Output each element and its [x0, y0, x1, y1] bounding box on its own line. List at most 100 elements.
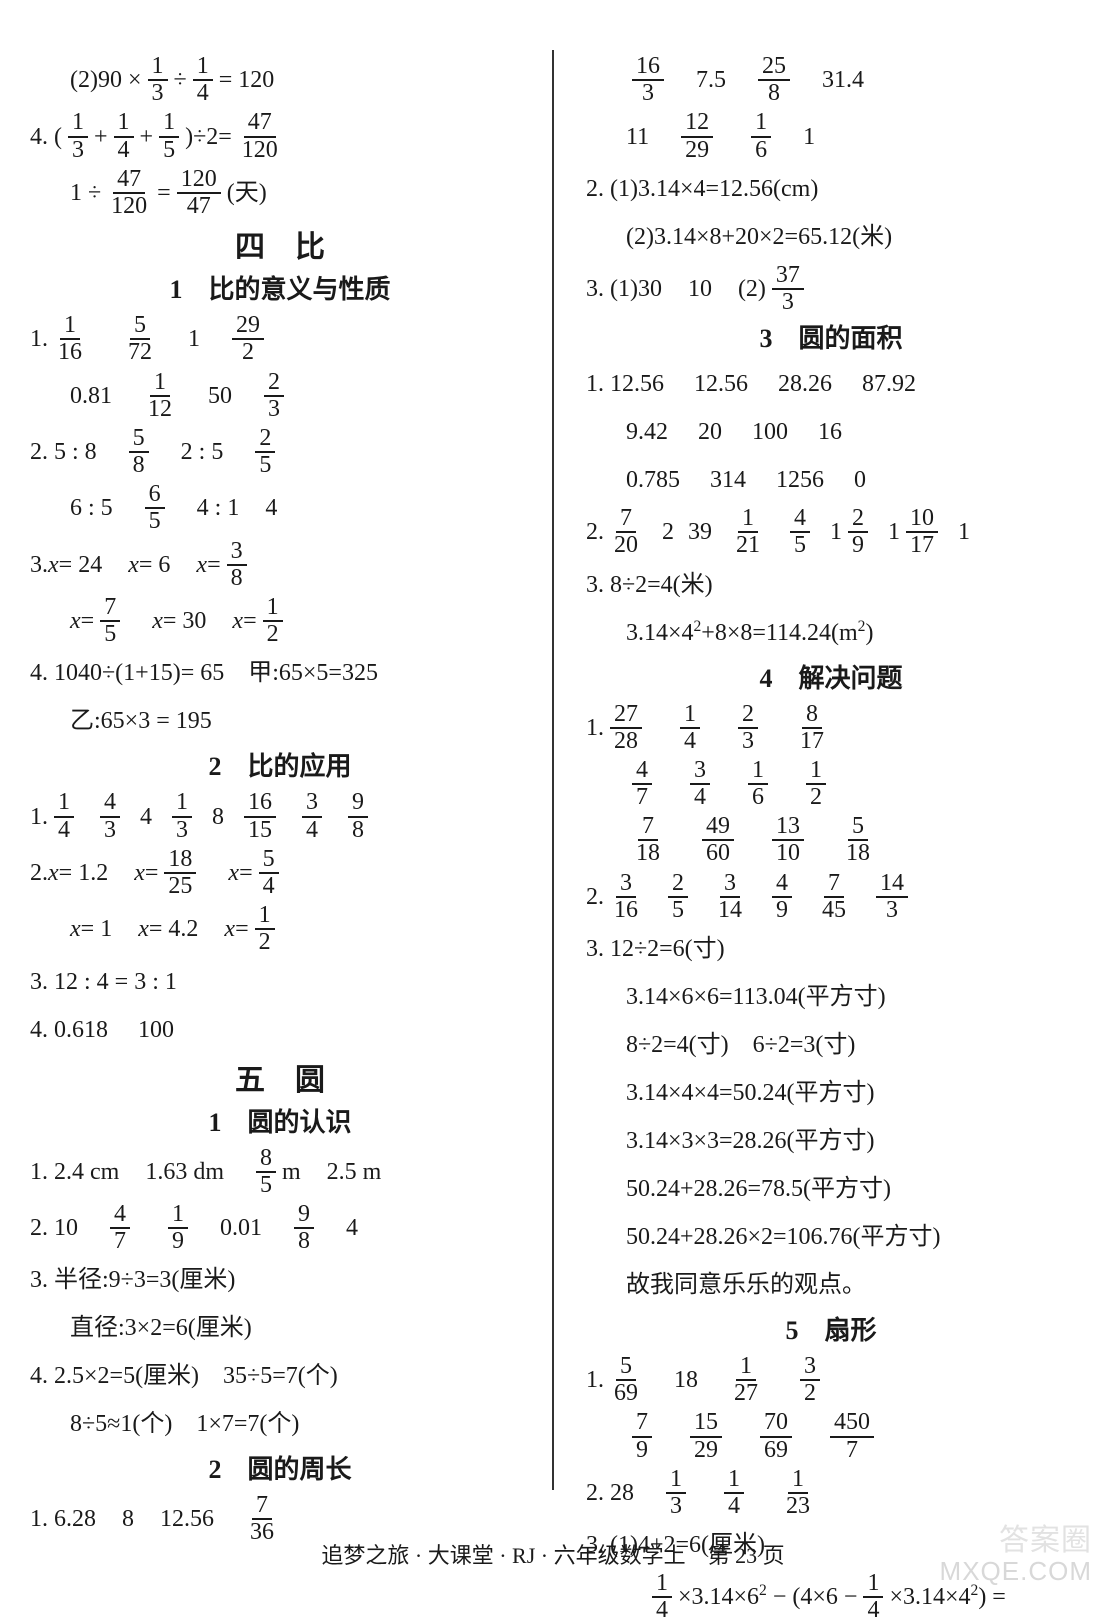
fraction: 14 [863, 1571, 883, 1623]
text: 1 [888, 514, 900, 550]
expr: 3. 半径:9÷3=3(厘米) [30, 1258, 530, 1302]
fraction: 292 [232, 313, 264, 365]
text: = [145, 855, 159, 891]
text: 2. [586, 514, 604, 550]
fraction: 98 [294, 1202, 314, 1254]
text: 2. [30, 855, 48, 891]
text: )÷2= [185, 119, 232, 155]
fraction: 745 [818, 871, 850, 923]
text: = [157, 175, 171, 211]
text: = 30 [163, 603, 207, 639]
fraction: 13 [148, 54, 168, 106]
text: 4 [265, 490, 277, 526]
text: 3. [30, 547, 48, 583]
fraction: 258 [758, 54, 790, 106]
watermark-en: MXQE.COM [940, 1557, 1092, 1586]
fraction: 12 [806, 758, 826, 810]
section-heading: 四 比 [30, 225, 530, 270]
fraction: 32 [800, 1354, 820, 1406]
expr: 2. (1)3.14×4=12.56(cm) [586, 167, 1076, 211]
fraction: 14 [652, 1571, 672, 1623]
fraction: 43 [100, 790, 120, 842]
fraction: 1529 [690, 1410, 722, 1462]
fraction: 123 [782, 1467, 814, 1519]
text: 18 [674, 1362, 698, 1398]
page: (2)90 × 13 ÷ 14 = 120 4. ( 13 + 14 + 15 … [0, 0, 1106, 1520]
var-x: x [70, 603, 81, 639]
text: 1 ÷ [70, 175, 101, 211]
var-x: x [152, 603, 163, 639]
expr: 2. 316 25 314 49 745 143 [586, 871, 1076, 923]
expr: 6 : 5 65 4 : 1 4 [30, 482, 530, 534]
text: 1. [586, 710, 604, 746]
expr: 2. 10 47 19 0.01 98 4 [30, 1202, 530, 1254]
expr: 8÷5≈1(个) 1×7=7(个) [30, 1402, 530, 1446]
var-x: x [232, 603, 243, 639]
text: 4 [140, 799, 152, 835]
fraction: 14 [680, 702, 700, 754]
fraction: 1615 [244, 790, 276, 842]
watermark: 答案圈 MXQE.COM [940, 1524, 1092, 1586]
fraction: 13 [666, 1467, 686, 1519]
expr: 故我同意乐乐的观点。 [586, 1263, 1076, 1307]
var-x: x [196, 547, 207, 583]
text: 12.56 [160, 1501, 214, 1537]
fraction: 25 [668, 871, 688, 923]
fraction: 12047 [177, 167, 221, 219]
expr: 直径:3×2=6(厘米) [30, 1306, 530, 1350]
text: 0.81 [70, 378, 112, 414]
expr: 50.24+28.26×2=106.76(平方寸) [586, 1215, 1076, 1259]
text: 8 [122, 1501, 134, 1537]
expr: 1. 14 43 4 13 8 1615 34 98 [30, 790, 530, 842]
fraction: 163 [632, 54, 664, 106]
expr: 3.14×3×3=28.26(平方寸) [586, 1119, 1076, 1163]
text: 1 [803, 119, 815, 155]
expr: 718 4960 1310 518 [586, 814, 1076, 866]
fraction: 34 [302, 790, 322, 842]
expr: 1. 116 572 1 292 [30, 313, 530, 365]
fraction: 12 [263, 595, 283, 647]
fraction: 23 [264, 370, 284, 422]
expr: 2. x = 1.2 x = 1825 x = 54 [30, 847, 530, 899]
sub-heading: 2 圆的周长 [30, 1450, 530, 1489]
fraction: 1310 [772, 814, 804, 866]
expr: 50.24+28.26=78.5(平方寸) [586, 1167, 1076, 1211]
text: ÷ [174, 62, 187, 98]
text: 3. (1)30 [586, 271, 662, 307]
fraction: 13 [68, 110, 88, 162]
text: 1 [958, 514, 970, 550]
text: + [140, 119, 154, 155]
expr: 1. 2728 14 23 817 [586, 702, 1076, 754]
fraction: 14 [54, 790, 74, 842]
expr: x = 75 x = 30 x = 12 [30, 595, 530, 647]
fraction: 12 [255, 903, 275, 955]
fraction: 4960 [702, 814, 734, 866]
expr: 4. ( 13 + 14 + 15 )÷2= 47120 [30, 110, 530, 162]
right-column: 163 7.5 258 31.4 11 1229 16 1 2. (1)3.14… [556, 50, 1076, 1490]
text: ×3.14×62 − (4×6 − [678, 1579, 857, 1615]
text: 2.5 m [327, 1154, 382, 1190]
text: (2)90 × [70, 62, 142, 98]
text: 8 [212, 799, 224, 835]
left-column: (2)90 × 13 ÷ 14 = 120 4. ( 13 + 14 + 15 … [30, 50, 550, 1490]
fraction: 4507 [830, 1410, 874, 1462]
text: 3.14×42+8×8=114.24(m2) [626, 615, 874, 651]
fraction: 373 [772, 263, 804, 315]
fraction: 75 [100, 595, 120, 647]
fraction: 143 [876, 871, 908, 923]
fraction: 65 [145, 482, 165, 534]
expr: 3. x = 24 x = 6 x = 38 [30, 539, 530, 591]
fraction: 47 [632, 758, 652, 810]
expr: 0.785 314 1256 0 [586, 458, 1076, 502]
expr: 3. 12 : 4 = 3 : 1 [30, 960, 530, 1004]
text: = [239, 855, 253, 891]
fraction: 38 [227, 539, 247, 591]
fraction: 572 [124, 313, 156, 365]
fraction: 19 [168, 1202, 188, 1254]
var-x: x [224, 911, 235, 947]
text: = [235, 911, 249, 947]
fraction: 1017 [906, 506, 938, 558]
fraction: 718 [632, 814, 664, 866]
text: = 120 [219, 62, 275, 98]
text: 50 [208, 378, 232, 414]
